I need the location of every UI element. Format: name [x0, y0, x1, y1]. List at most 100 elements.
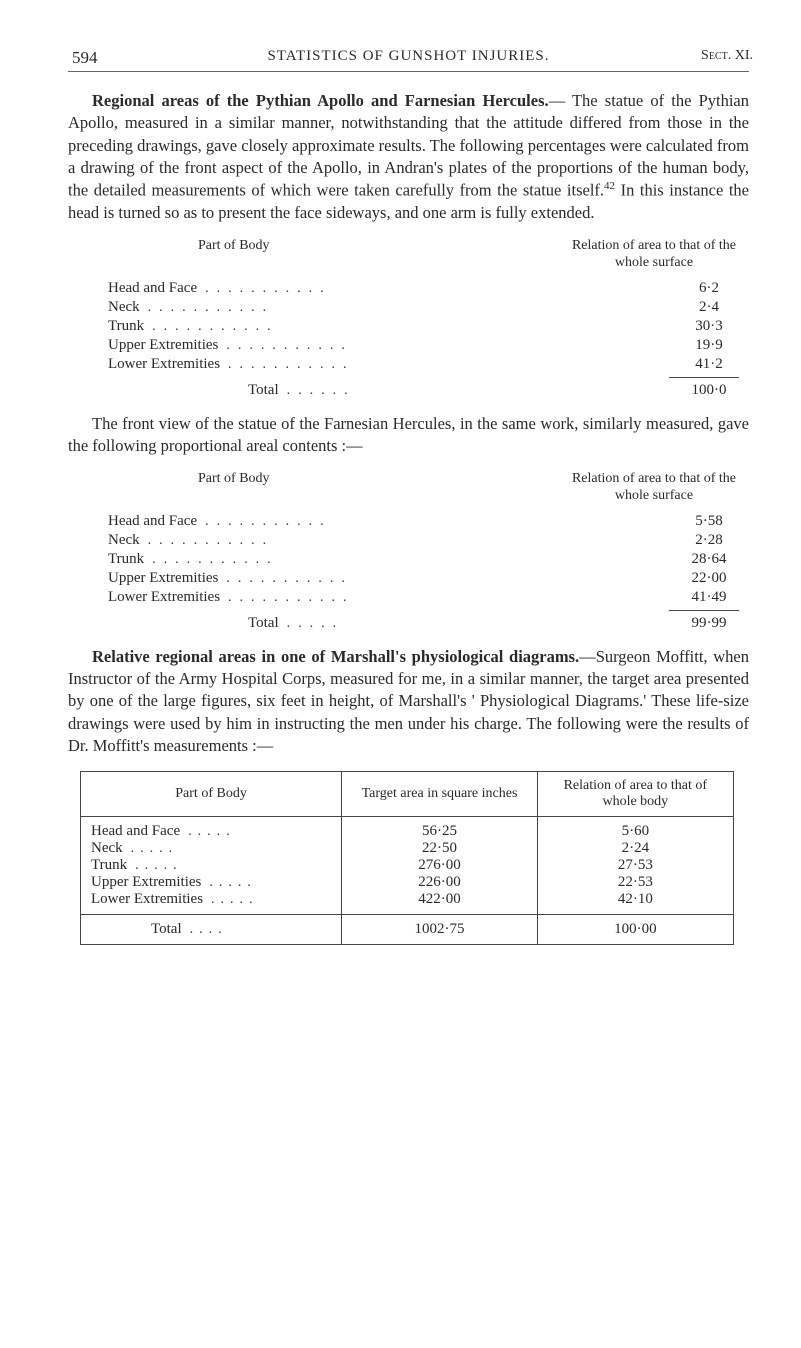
total-rule [669, 610, 739, 611]
stat-value: 30·3 [669, 318, 749, 335]
stat-header-left: Part of Body [198, 238, 270, 272]
stat-total-label: Total [248, 615, 279, 632]
table-total-row: Total....1002·75100·00 [81, 915, 734, 945]
stat-header-1: Part of Body Relation of area to that of… [108, 238, 749, 272]
stat-row: Trunk........... 28·64 [108, 551, 749, 568]
leader-dots: ........... [152, 552, 661, 568]
stat-value: 41·2 [669, 356, 749, 373]
table-cell-relation: 5·60 [548, 823, 723, 840]
leader-dots: ..... [287, 616, 661, 632]
leader-dots: ..... [211, 892, 323, 908]
stat-value: 2·4 [669, 299, 749, 316]
table-total-target: 1002·75 [342, 915, 538, 945]
table-cell-target: 226·00 [352, 874, 527, 891]
leader-dots: ........... [228, 590, 661, 606]
stat-row: Trunk........... 30·3 [108, 318, 749, 335]
leader-dots: ........... [205, 514, 661, 530]
leader-dots: ........... [226, 338, 661, 354]
table-total-label: Total [151, 921, 182, 938]
table-cell-target: 276·00 [352, 857, 527, 874]
stat-label: Upper Extremities [108, 570, 218, 587]
leader-dots: ..... [209, 875, 323, 891]
table-body-relations: 5·602·2427·5322·5342·10 [537, 817, 733, 915]
stat-row: Neck........... 2·4 [108, 299, 749, 316]
table-cell-label: Upper Extremities [91, 874, 201, 891]
table-cell-label: Lower Extremities [91, 891, 203, 908]
stat-block-1: Part of Body Relation of area to that of… [108, 238, 749, 399]
table-cell-target: 22·50 [352, 840, 527, 857]
col-header-target: Target area in square inches [342, 772, 538, 817]
table-row: Neck..... [91, 840, 331, 857]
stat-block-2: Part of Body Relation of area to that of… [108, 471, 749, 632]
stat-label: Head and Face [108, 513, 197, 530]
section-label: Sect. XI. [701, 48, 753, 64]
table-cell-target: 56·25 [352, 823, 527, 840]
leader-dots: ........... [205, 281, 661, 297]
table-cell-label: Trunk [91, 857, 127, 874]
leader-dots: ..... [188, 824, 323, 840]
paragraph-3-lead: Relative regional areas in one of Marsha… [92, 647, 579, 666]
col-header-body: Part of Body [81, 772, 342, 817]
stat-label: Trunk [108, 318, 144, 335]
table-cell-label: Head and Face [91, 823, 180, 840]
stat-header-left: Part of Body [198, 471, 270, 505]
paragraph-1: Regional areas of the Pythian Apollo and… [68, 90, 749, 224]
table-body-targets: 56·2522·50276·00226·00422·00 [342, 817, 538, 915]
stat-label: Lower Extremities [108, 356, 220, 373]
leader-dots: ........... [228, 357, 661, 373]
stat-value: 6·2 [669, 280, 749, 297]
footnote-ref: 42 [604, 180, 615, 192]
leader-dots: ..... [135, 858, 323, 874]
table-total-label-cell: Total.... [81, 915, 342, 945]
paragraph-3: Relative regional areas in one of Marsha… [68, 646, 749, 757]
stat-row: Head and Face........... 5·58 [108, 513, 749, 530]
header-rule [68, 71, 749, 72]
table-body-labels: Head and Face.....Neck.....Trunk.....Upp… [81, 817, 342, 915]
stat-label: Upper Extremities [108, 337, 218, 354]
table-cell-relation: 22·53 [548, 874, 723, 891]
leader-dots: ........... [148, 300, 661, 316]
leader-dots: ........... [148, 533, 661, 549]
leader-dots: ..... [131, 841, 323, 857]
comparison-table: Part of Body Target area in square inche… [80, 771, 734, 945]
col-header-relation: Relation of area to that of whole body [537, 772, 733, 817]
stat-row: Neck........... 2·28 [108, 532, 749, 549]
stat-value: 19·9 [669, 337, 749, 354]
table-cell-relation: 27·53 [548, 857, 723, 874]
page-number: 594 [72, 48, 98, 68]
stat-label: Neck [108, 299, 140, 316]
leader-dots: ...... [287, 383, 661, 399]
stat-label: Trunk [108, 551, 144, 568]
stat-label: Neck [108, 532, 140, 549]
stat-row: Lower Extremities........... 41·2 [108, 356, 749, 373]
table-cell-label: Neck [91, 840, 123, 857]
stat-value: 2·28 [669, 532, 749, 549]
table-header-row: Part of Body Target area in square inche… [81, 772, 734, 817]
stat-total-row: Total ..... 99·99 [108, 615, 749, 632]
stat-header-2: Part of Body Relation of area to that of… [108, 471, 749, 505]
stat-total-value: 99·99 [669, 615, 749, 632]
stat-label: Lower Extremities [108, 589, 220, 606]
stat-value: 5·58 [669, 513, 749, 530]
table-body-row: Head and Face.....Neck.....Trunk.....Upp… [81, 817, 734, 915]
leader-dots: ........... [226, 571, 661, 587]
stat-row: Upper Extremities........... 22·00 [108, 570, 749, 587]
stat-header-right: Relation of area to that of the whole su… [559, 471, 749, 505]
table-cell-relation: 42·10 [548, 891, 723, 908]
stat-value: 22·00 [669, 570, 749, 587]
stat-total-value: 100·0 [669, 382, 749, 399]
leader-dots: .... [190, 922, 323, 938]
stat-row: Head and Face...........6·2 [108, 280, 749, 297]
stat-row: Upper Extremities........... 19·9 [108, 337, 749, 354]
table-total-relation: 100·00 [537, 915, 733, 945]
paragraph-2: The front view of the statue of the Farn… [68, 413, 749, 458]
stat-total-label: Total [248, 382, 279, 399]
leader-dots: ........... [152, 319, 661, 335]
stat-value: 28·64 [669, 551, 749, 568]
table-cell-target: 422·00 [352, 891, 527, 908]
table-row: Head and Face..... [91, 823, 331, 840]
table-row: Trunk..... [91, 857, 331, 874]
table-row: Upper Extremities..... [91, 874, 331, 891]
total-rule [669, 377, 739, 378]
stat-row: Lower Extremities...........41·49 [108, 589, 749, 606]
